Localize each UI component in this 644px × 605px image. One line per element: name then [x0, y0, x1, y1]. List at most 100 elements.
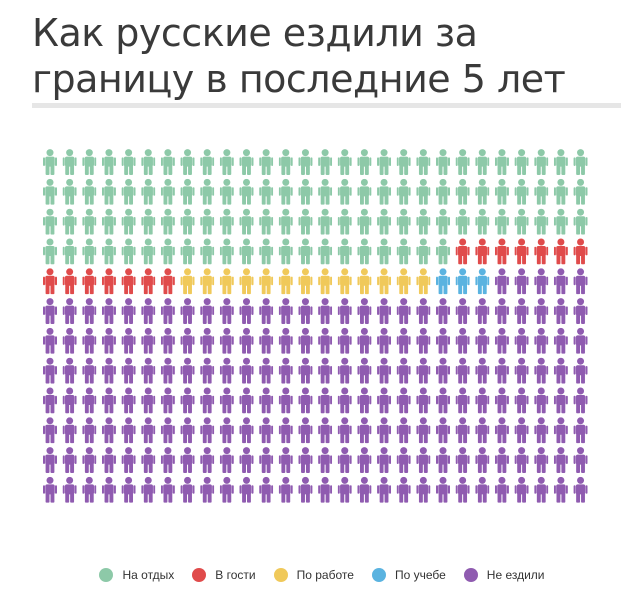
person-icon [278, 476, 293, 503]
pictogram-chart [43, 149, 588, 503]
person-icon [455, 149, 470, 175]
person-icon [62, 208, 77, 235]
person-icon [200, 327, 215, 354]
person-icon [534, 387, 549, 414]
person-icon [160, 357, 175, 384]
person-icon [180, 298, 195, 324]
person-icon [180, 476, 195, 503]
person-icon [82, 149, 97, 175]
person-icon [298, 149, 313, 175]
chart-title: Как русские ездили за границу в последни… [32, 11, 566, 101]
person-icon [101, 178, 116, 205]
person-icon [298, 387, 313, 414]
person-icon [357, 178, 372, 205]
person-icon [377, 357, 392, 384]
person-icon [298, 298, 313, 324]
person-icon [396, 208, 411, 235]
person-icon [219, 447, 234, 473]
person-icon [278, 208, 293, 235]
person-icon [573, 327, 588, 354]
person-icon [62, 298, 77, 324]
person-icon [396, 327, 411, 354]
person-icon [357, 208, 372, 235]
person-icon [200, 417, 215, 444]
person-icon [337, 268, 352, 295]
person-icon [219, 387, 234, 414]
person-icon [180, 357, 195, 384]
person-icon [200, 238, 215, 265]
person-icon [121, 238, 136, 265]
person-icon [121, 149, 136, 175]
person-icon [62, 387, 77, 414]
person-icon [318, 387, 333, 414]
person-icon [43, 149, 57, 175]
person-icon [514, 208, 529, 235]
person-icon [455, 178, 470, 205]
person-icon [475, 476, 490, 503]
person-icon [160, 447, 175, 473]
person-icon [259, 357, 274, 384]
person-icon [436, 327, 450, 354]
person-icon [298, 178, 313, 205]
person-icon [377, 268, 392, 295]
person-icon [43, 298, 57, 324]
person-icon [514, 178, 529, 205]
person-icon [573, 208, 588, 235]
person-icon [377, 327, 392, 354]
legend-swatch [99, 568, 114, 582]
person-icon [534, 357, 549, 384]
person-icon [180, 178, 195, 205]
person-icon [82, 476, 97, 503]
person-icon [160, 417, 175, 444]
legend-swatch [192, 568, 207, 582]
legend-item: По учебе [371, 568, 446, 582]
person-icon [494, 149, 509, 175]
person-icon [121, 387, 136, 414]
person-icon [278, 357, 293, 384]
person-icon [416, 387, 431, 414]
person-icon [259, 178, 274, 205]
legend: На отдых В гости По работе По учебе Не ездил… [0, 564, 644, 586]
person-icon [416, 417, 431, 444]
person-icon [475, 208, 490, 235]
person-icon [494, 447, 509, 473]
person-icon [200, 476, 215, 503]
person-icon [160, 149, 175, 175]
person-icon [43, 208, 57, 235]
person-icon [396, 149, 411, 175]
person-icon [141, 357, 156, 384]
person-icon [357, 268, 372, 295]
person-icon [553, 476, 568, 503]
person-icon [377, 238, 392, 265]
person-icon [416, 238, 431, 265]
person-icon [219, 417, 234, 444]
person-icon [62, 238, 77, 265]
person-icon [298, 327, 313, 354]
person-icon [180, 387, 195, 414]
person-icon [180, 208, 195, 235]
person-icon [455, 298, 470, 324]
person-icon [436, 298, 450, 324]
person-icon [121, 327, 136, 354]
person-icon [357, 149, 372, 175]
person-icon [43, 417, 57, 444]
person-icon [259, 417, 274, 444]
person-icon [239, 357, 254, 384]
person-icon [298, 268, 313, 295]
person-icon [82, 417, 97, 444]
person-icon [62, 357, 77, 384]
person-icon [475, 417, 490, 444]
person-icon [101, 298, 116, 324]
person-icon [219, 238, 234, 265]
person-icon [180, 447, 195, 473]
person-icon [239, 327, 254, 354]
person-icon [416, 208, 431, 235]
person-icon [475, 268, 490, 295]
person-icon [101, 447, 116, 473]
person-icon [357, 447, 372, 473]
person-icon [494, 387, 509, 414]
person-icon [396, 298, 411, 324]
person-icon [82, 298, 97, 324]
person-icon [514, 149, 529, 175]
person-icon [455, 208, 470, 235]
